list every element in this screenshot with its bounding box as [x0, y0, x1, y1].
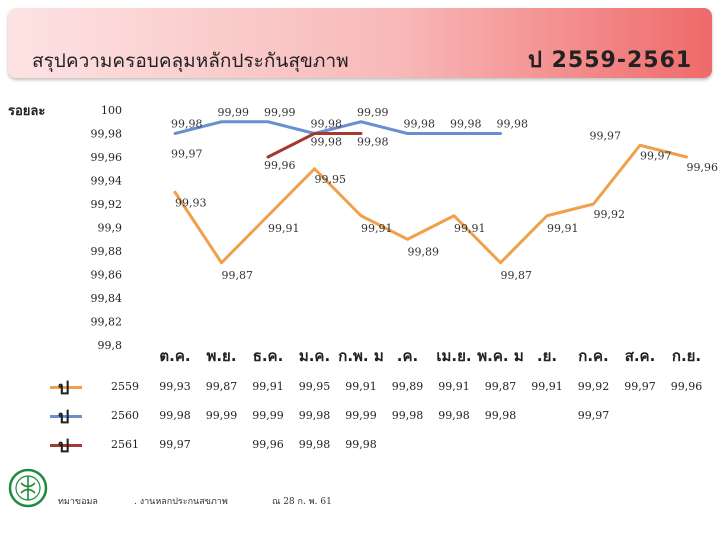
legend-year: 2561 [111, 438, 139, 451]
legend-key: ป [58, 378, 70, 399]
table-cell: 99,96 [670, 380, 703, 393]
table-cell: 99,97 [159, 438, 191, 451]
y-tick-label: 99,84 [91, 292, 123, 305]
y-tick-label: 100 [101, 104, 122, 117]
table-cell: 99,98 [345, 438, 377, 451]
x-tick-label: ต.ค. [159, 347, 191, 365]
y-tick-label: 99,86 [91, 269, 123, 282]
table-cell: 99,93 [159, 380, 191, 393]
ministry-logo-icon [8, 468, 48, 508]
table-cell: 99,96 [252, 438, 284, 451]
data-label: 99,89 [408, 245, 440, 258]
table-cell: 99,89 [391, 380, 424, 393]
x-tick-label: ก.ย. [671, 347, 702, 365]
legend-swatch-2560 [50, 415, 82, 418]
y-tick-label: 99,96 [91, 151, 123, 164]
data-label: 99,99 [357, 106, 389, 119]
data-label: 99,91 [361, 222, 393, 235]
legend-swatch-2561 [50, 444, 82, 447]
table-cell: 99,91 [345, 380, 377, 393]
table-cell: 99,87 [484, 380, 517, 393]
x-tick-label: เม.ย. [436, 347, 472, 365]
table-cell: 99,92 [577, 380, 610, 393]
data-label: 99,92 [594, 208, 626, 221]
table-cell: 99,97 [624, 380, 656, 393]
data-label: 99,99 [264, 106, 296, 119]
y-tick-label: 99,94 [91, 175, 123, 188]
data-label: 99,91 [454, 222, 486, 235]
table-cell: 99,87 [205, 380, 238, 393]
y-tick-label: 99,98 [91, 128, 123, 141]
footer-agency: . งานหลกประกนสขภาพ [134, 497, 228, 507]
footer-date: ณ 28 ก. พ. 61 [272, 497, 332, 507]
data-label: 99,97 [640, 149, 672, 162]
data-label: 99,98 [171, 118, 203, 131]
data-label: 99,96 [264, 159, 296, 172]
y-axis-unit-label: รอยละ [8, 104, 46, 119]
x-tick-label: พ.ย. [206, 347, 237, 365]
footer-source: ทมาขอมล [58, 497, 98, 507]
data-label: 99,97 [171, 147, 203, 160]
table-cell: 99,97 [577, 409, 610, 422]
table-cell: 99,99 [205, 409, 238, 422]
legend-year: 2560 [111, 409, 139, 422]
data-label: 99,87 [501, 269, 533, 282]
table-cell: 99,95 [298, 380, 331, 393]
page-title: สรุปความครอบคลุมหลักประกันสุขภาพ [32, 50, 349, 72]
y-tick-label: 99,82 [91, 316, 123, 329]
legend-key: ป [58, 407, 70, 428]
table-cell: 99,98 [438, 409, 470, 422]
y-tick-label: 99,8 [98, 339, 123, 352]
data-label: 99,98 [311, 118, 343, 131]
x-tick-label: ส.ค. [624, 347, 656, 365]
table-cell: 99,98 [159, 409, 191, 422]
series-line-2561 [266, 132, 363, 159]
data-label: 99,91 [547, 222, 579, 235]
series-line-2560 [173, 120, 502, 135]
x-tick-label: ม.ค. [298, 347, 331, 365]
data-label: 99,87 [222, 269, 254, 282]
table-cell: 99,91 [438, 380, 470, 393]
data-label: 99,99 [218, 106, 250, 119]
table-cell: 99,99 [252, 409, 284, 422]
y-tick-label: 99,88 [91, 245, 123, 258]
data-label: 99,98 [404, 118, 436, 131]
x-tick-label: ก.ค. [578, 347, 609, 365]
data-label: 99,98 [450, 118, 482, 131]
table-cell: 99,91 [252, 380, 284, 393]
legend-year: 2559 [111, 380, 139, 393]
x-tick-label: ธ.ค. [252, 347, 284, 365]
data-label: 99,96 [687, 161, 719, 174]
x-tick-label: ก.พ. ม [338, 347, 384, 365]
data-label: 99,98 [497, 118, 529, 131]
year-range: ป 2559-2561 [528, 48, 693, 73]
table-cell: 99,98 [298, 438, 331, 451]
y-tick-label: 99,92 [91, 198, 123, 211]
y-tick-label: 99,9 [98, 222, 123, 235]
table-cell: 99,98 [298, 409, 331, 422]
legend-swatch-2559 [50, 386, 82, 389]
x-tick-label: .ค. [396, 347, 419, 365]
series-line-2559 [173, 143, 688, 265]
table-cell: 99,91 [531, 380, 563, 393]
x-tick-label: .ย. [536, 347, 558, 365]
table-cell: 99,99 [345, 409, 377, 422]
data-label: 99,91 [268, 222, 300, 235]
legend-key: ป [58, 436, 70, 457]
title-banner: สรุปความครอบคลุมหลักประกันสุขภาพ ป 2559-… [8, 8, 712, 78]
data-label: 99,93 [175, 196, 207, 209]
table-cell: 99,98 [391, 409, 424, 422]
data-label: 99,97 [590, 129, 622, 142]
data-label: 99,98 [357, 136, 389, 149]
table-cell: 99,98 [484, 409, 517, 422]
data-label: 99,95 [315, 173, 347, 186]
x-tick-label: พ.ค. ม [477, 347, 524, 365]
data-label: 99,98 [311, 136, 343, 149]
